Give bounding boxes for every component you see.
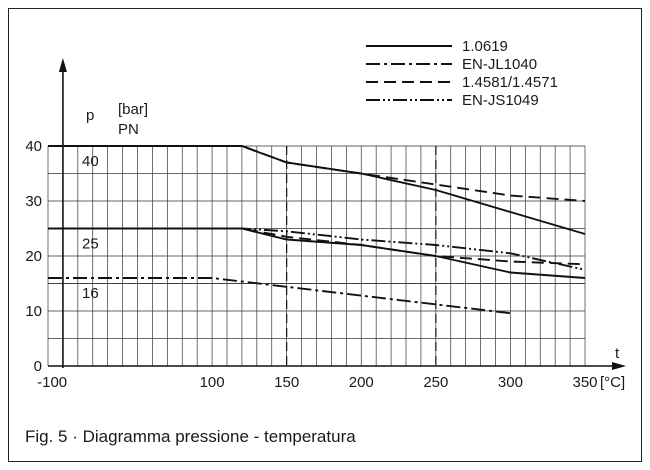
y-axis-arrow (58, 58, 67, 72)
y-axis-label: p (86, 107, 94, 124)
y-tick-label: 0 (34, 358, 42, 375)
x-axis-arrow (612, 362, 626, 370)
x-tick-label: 150 (274, 374, 299, 391)
legend-label: 1.0619 (462, 38, 508, 55)
tick-labels: -10 0 100 150 200 250 300 350 0 10 20 30 40 40 25 16 (25, 138, 597, 391)
x-unit-label: [°C] (600, 374, 625, 391)
y-tick-label: 10 (25, 303, 42, 320)
grid (47, 145, 586, 367)
pn-level-label: 40 (82, 153, 99, 170)
y-tick-label: 20 (25, 248, 42, 265)
series (48, 145, 586, 315)
x-tick-label: 200 (349, 374, 374, 391)
x-tick-label: 300 (498, 374, 523, 391)
pn-label: PN (118, 121, 139, 138)
figure-frame (8, 8, 642, 462)
figure-caption: Fig. 5 · Diagramma pressione - temperatu… (25, 427, 356, 446)
x-tick-label: 0 (59, 374, 67, 391)
x-tick-label: 350 (572, 374, 597, 391)
series-line (48, 277, 511, 315)
series-line (48, 145, 586, 202)
series-line (48, 227, 586, 271)
pn-level-label: 16 (82, 285, 99, 302)
axis-labels: p [bar] PN t [°C] (86, 101, 625, 391)
series-line (48, 227, 586, 266)
y-unit-label: [bar] (118, 101, 148, 118)
y-tick-label: 30 (25, 193, 42, 210)
legend-label: EN-JS1049 (462, 92, 539, 109)
x-tick-label: 100 (200, 374, 225, 391)
x-axis-label: t (615, 345, 620, 362)
reference-lines (286, 146, 437, 370)
legend-label: 1.4581/1.4571 (462, 74, 558, 91)
legend-label: EN-JL1040 (462, 56, 537, 73)
x-tick-label: -10 (37, 374, 59, 391)
x-tick-label: 250 (423, 374, 448, 391)
pn-level-label: 25 (82, 236, 99, 253)
y-tick-label: 40 (25, 138, 42, 155)
axes (48, 58, 626, 370)
